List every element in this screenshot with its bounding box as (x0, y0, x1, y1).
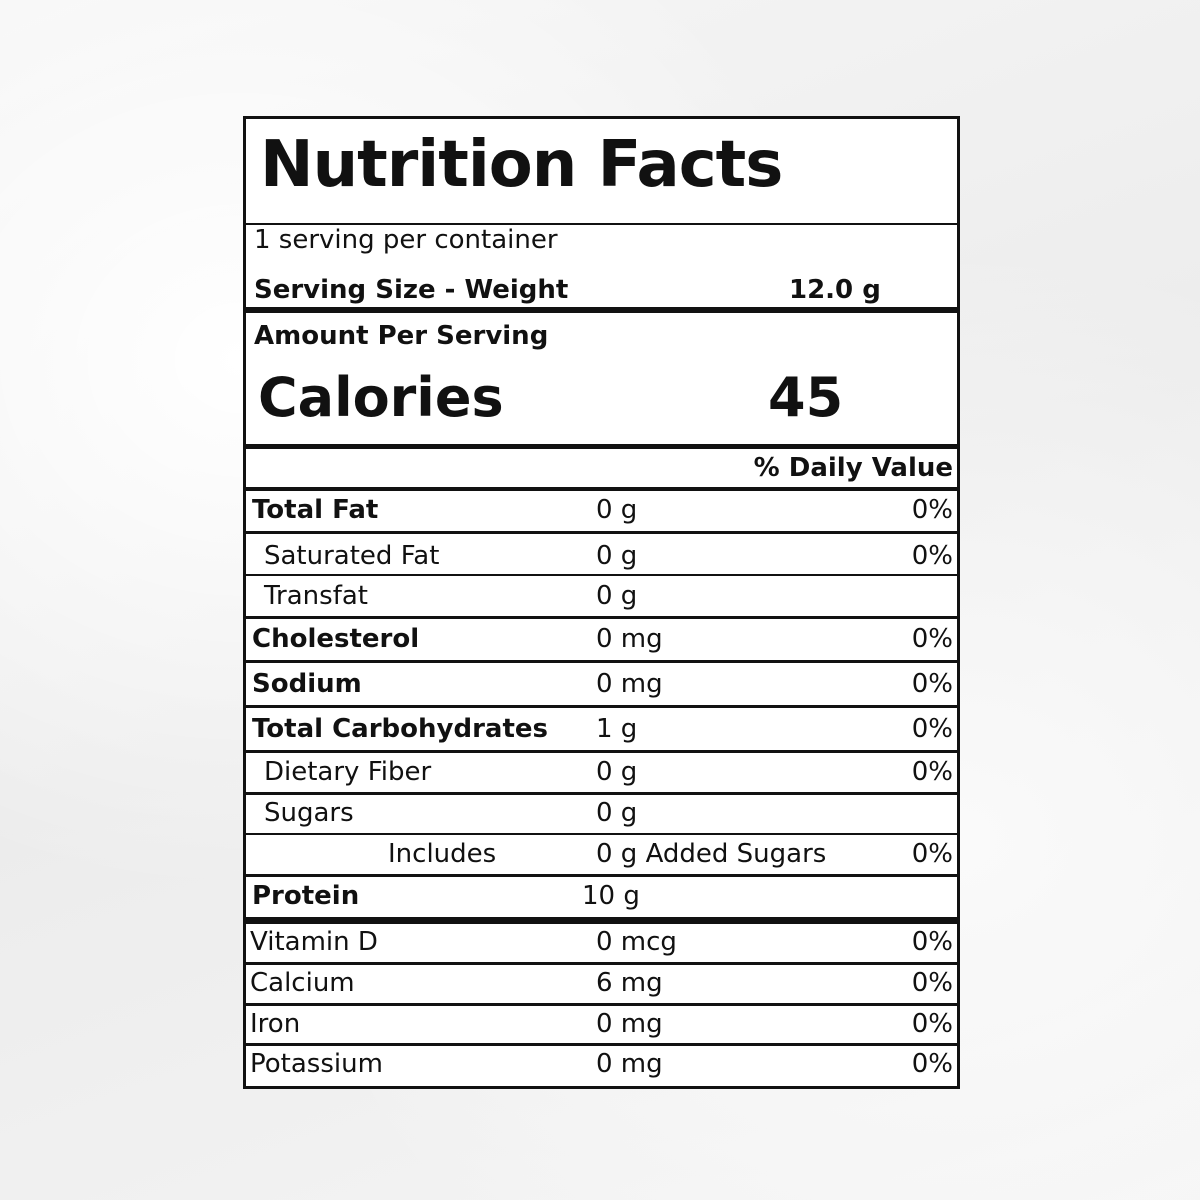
nutrition-label: Nutrition Facts 1 serving per container … (243, 116, 960, 1089)
nutrient-pct: 0% (911, 624, 953, 654)
serving-size-value: 12.0 g (789, 275, 881, 305)
divider (246, 660, 957, 663)
divider (246, 750, 957, 753)
vitamin-pct: 0% (911, 968, 953, 998)
divider (246, 1003, 957, 1006)
nutrient-pct: 0% (911, 669, 953, 699)
vitamin-amount: 0 mg (596, 1049, 663, 1079)
nutrient-name: Includes (388, 839, 497, 869)
nutrient-pct: 0% (911, 839, 953, 869)
divider (246, 574, 957, 576)
nutrient-name: Transfat (264, 581, 368, 611)
divider (246, 1043, 957, 1046)
serving-size-label: Serving Size - Weight (254, 275, 569, 305)
vitamin-pct: 0% (911, 927, 953, 957)
nutrient-name: Cholesterol (252, 624, 420, 654)
vitamin-amount: 0 mcg (596, 927, 677, 957)
daily-value-header: % Daily Value (753, 453, 953, 483)
nutrient-pct: 0% (911, 714, 953, 744)
thick-divider (246, 444, 957, 449)
servings-per-container: 1 serving per container (254, 225, 558, 255)
nutrient-name: Total Carbohydrates (252, 714, 548, 744)
nutrient-name: Sodium (252, 669, 362, 699)
divider (246, 792, 957, 795)
vitamin-pct: 0% (911, 1009, 953, 1039)
nutrient-amount: 10 g (582, 881, 640, 911)
label-title: Nutrition Facts (260, 128, 783, 202)
divider (246, 487, 957, 491)
nutrient-pct: 0% (911, 495, 953, 525)
nutrient-amount: 0 mg (596, 669, 663, 699)
nutrient-amount: 1 g (596, 714, 638, 744)
calories-label: Calories (258, 366, 504, 429)
vitamin-name: Iron (250, 1009, 301, 1039)
nutrient-amount: 0 g (596, 541, 638, 571)
divider (246, 616, 957, 619)
divider (246, 531, 957, 534)
calories-value: 45 (768, 366, 844, 429)
divider (246, 833, 957, 835)
nutrient-amount: 0 mg (596, 624, 663, 654)
vitamin-pct: 0% (911, 1049, 953, 1079)
nutrient-amount: 0 g (596, 757, 638, 787)
nutrient-name: Total Fat (252, 495, 379, 525)
divider (246, 223, 957, 225)
vitamin-name: Calcium (250, 968, 355, 998)
divider (246, 874, 957, 877)
amount-per-serving: Amount Per Serving (254, 321, 549, 351)
vitamin-amount: 0 mg (596, 1009, 663, 1039)
vitamin-name: Potassium (250, 1049, 383, 1079)
nutrient-amount: 0 g (596, 581, 638, 611)
divider (246, 962, 957, 965)
nutrient-pct: 0% (911, 541, 953, 571)
divider (246, 705, 957, 708)
nutrient-name: Protein (252, 881, 360, 911)
vitamin-amount: 6 mg (596, 968, 663, 998)
nutrient-name: Sugars (264, 798, 354, 828)
vitamin-name: Vitamin D (250, 927, 378, 957)
nutrient-amount: 0 g Added Sugars (596, 839, 827, 869)
nutrient-name: Saturated Fat (264, 541, 440, 571)
nutrient-amount: 0 g (596, 495, 638, 525)
nutrient-pct: 0% (911, 757, 953, 787)
thick-divider (246, 307, 957, 313)
nutrient-name: Dietary Fiber (264, 757, 432, 787)
nutrient-amount: 0 g (596, 798, 638, 828)
thick-divider (246, 917, 957, 924)
